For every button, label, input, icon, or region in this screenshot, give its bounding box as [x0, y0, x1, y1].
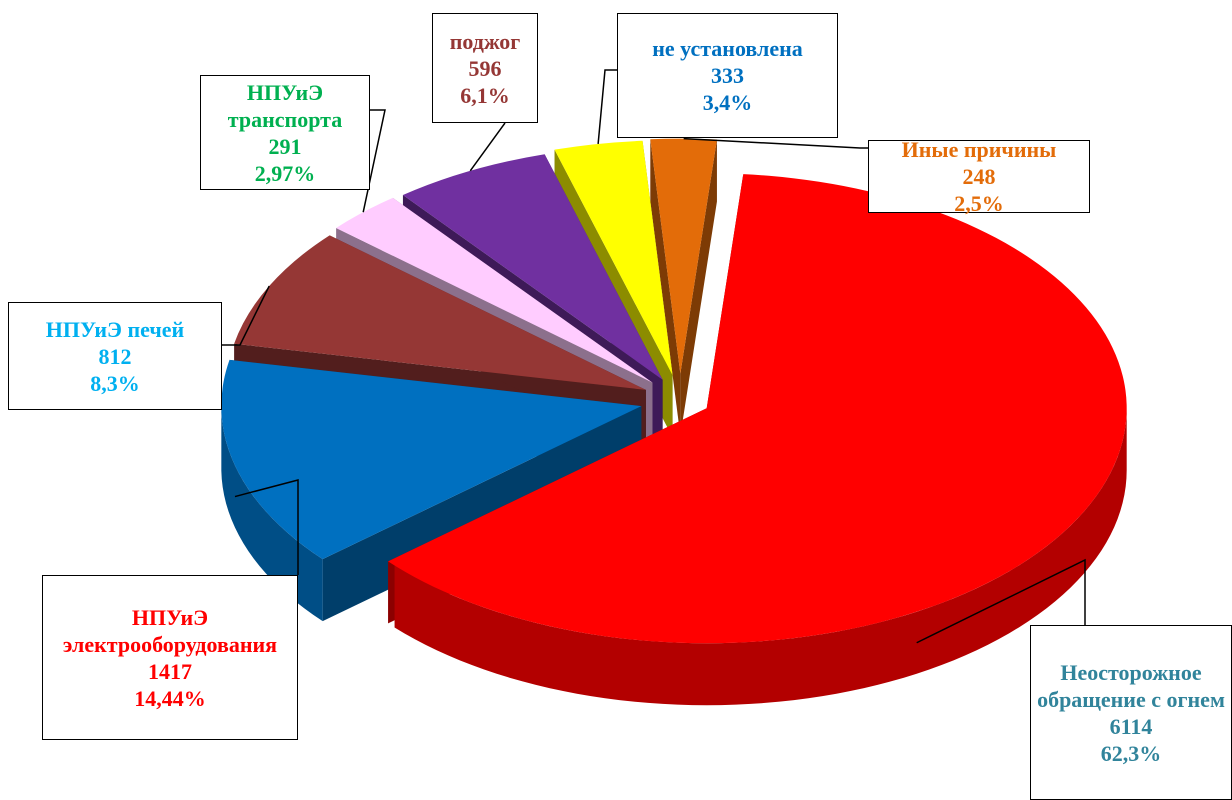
slice [402, 154, 663, 380]
leader-line [222, 285, 270, 346]
label-value: 6114 [1109, 713, 1153, 739]
data-label: Неосторожное обращение с огнем 6114 62,3% [1030, 625, 1232, 800]
label-percent: 2,97% [254, 160, 316, 186]
data-label: НПУиЭ печей 812 8,3% [8, 302, 222, 410]
leader-line [469, 122, 506, 172]
label-category: НПУиЭ печей [45, 316, 185, 342]
label-value: 248 [962, 164, 996, 189]
data-label: поджог 596 6,1% [432, 13, 538, 123]
label-category: НПУиЭ электрооборудования [62, 604, 278, 657]
label-category: Иные причины [901, 137, 1057, 162]
slice-side [650, 139, 681, 436]
label-percent: 8,3% [90, 370, 140, 396]
slice [554, 140, 673, 376]
label-category: не установлена [652, 36, 803, 61]
data-label: Иные причины 248 2,5% [868, 137, 1090, 216]
label-category: Неосторожное обращение с огнем [1037, 659, 1225, 712]
label-value: 291 [268, 133, 302, 159]
slice [650, 138, 717, 374]
label-category: НПУиЭ транспорта [227, 79, 343, 132]
leader-line [916, 558, 1086, 644]
data-label: НПУиЭ электрооборудования 1417 14,44% [42, 575, 298, 740]
slice [221, 359, 642, 560]
slice [336, 197, 653, 383]
slice-side [680, 139, 717, 436]
slice [388, 174, 1127, 644]
data-label: не установлена 333 3,4% [617, 13, 838, 138]
label-percent: 14,44% [134, 685, 206, 711]
label-percent: 3,4% [702, 90, 753, 115]
label-value: 333 [711, 63, 744, 88]
label-category: поджог [449, 28, 521, 54]
label-value: 1417 [148, 658, 192, 684]
leader-line [362, 109, 386, 213]
label-value: 812 [98, 343, 132, 369]
label-percent: 62,3% [1100, 740, 1162, 766]
label-value: 596 [468, 55, 502, 81]
slice-side [394, 408, 1127, 706]
leader-line [683, 137, 868, 149]
label-percent: 2,5% [954, 191, 1004, 216]
data-label: НПУиЭ транспорта 291 2,97% [200, 75, 370, 190]
leader-line [234, 479, 299, 575]
leader-line [597, 69, 617, 144]
label-percent: 6,1% [460, 82, 510, 108]
slice [234, 235, 646, 390]
